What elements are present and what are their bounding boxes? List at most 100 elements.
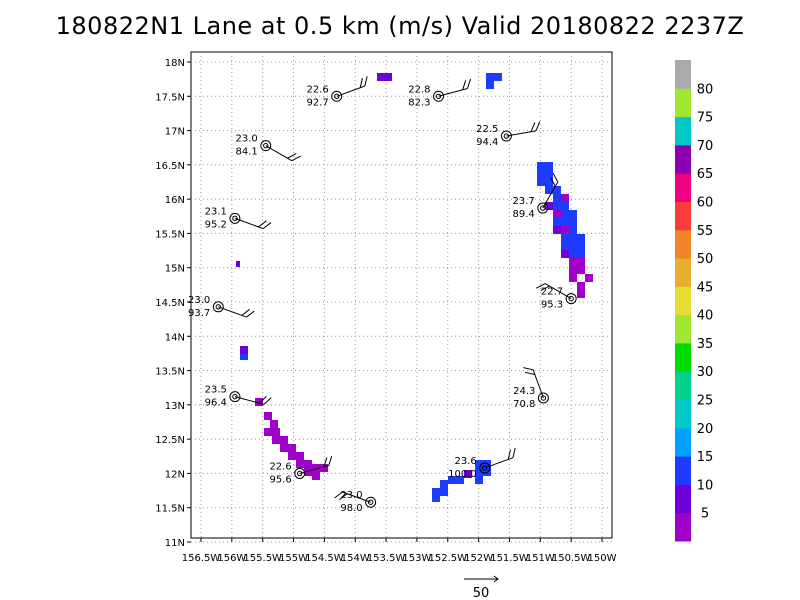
wind-cell [296, 460, 304, 468]
station-temp-label: 22.7 [541, 287, 563, 298]
station-pressure-label: 70.8 [513, 399, 535, 410]
colorbar-label: 45 [697, 280, 714, 295]
lon-tick-label: 150.5W [552, 553, 591, 564]
station-inner-ring [568, 295, 574, 302]
wind-cell [545, 178, 553, 186]
wind-cell [553, 194, 561, 202]
wind-cell [569, 242, 577, 250]
colorbar-swatch [675, 456, 691, 485]
plot-area: 22.6 92.7 22.8 82.3 23.0 84.1 22.5 94.4 23.1 95.2… [155, 51, 617, 564]
wind-cell [545, 162, 553, 170]
lat-tick-label: 15N [165, 264, 185, 275]
wind-cell [432, 488, 440, 496]
lat-tick-label: 13N [165, 401, 185, 412]
station-marker: 23.6 100.0 [448, 447, 516, 480]
wind-barb-feather [291, 155, 301, 162]
wind-cell [545, 202, 553, 210]
wind-barb-feather [535, 121, 541, 132]
station-temp-label: 23.1 [205, 206, 227, 217]
wind-cell [288, 452, 296, 460]
wind-cell [569, 274, 577, 282]
wind-cell [569, 258, 577, 266]
station-temp-label: 23.7 [513, 196, 535, 207]
wind-barb-feather [338, 493, 348, 501]
station-temp-label: 24.3 [513, 386, 535, 397]
colorbar-label: 60 [697, 195, 714, 210]
wind-cell [456, 476, 464, 484]
wind-cell [561, 250, 569, 258]
wind-cell [561, 242, 569, 250]
wind-cell [475, 468, 483, 476]
station-pressure-label: 82.3 [408, 97, 430, 108]
wind-cell [537, 178, 545, 186]
wind-cell [304, 468, 312, 476]
station-pressure-label: 92.7 [306, 97, 328, 108]
wind-cell [296, 452, 304, 460]
colorbar-swatch [675, 314, 691, 344]
wind-cell [272, 436, 280, 444]
station-pressure-label: 100.0 [448, 469, 477, 480]
colorbar-swatch [675, 484, 691, 514]
station-pressure-label: 96.4 [205, 398, 227, 409]
wind-barb-feather [507, 449, 511, 460]
station-outer-ring [229, 212, 241, 224]
station-inner-ring [540, 395, 547, 401]
wind-cell [312, 464, 320, 472]
wind-barb-feather [328, 455, 333, 466]
lat-tick-label: 16.5N [155, 161, 185, 172]
chart-title: 180822N1 Lane at 0.5 km (m/s) Valid 2018… [55, 12, 745, 40]
station-temp-label: 22.6 [269, 461, 291, 472]
station-outer-ring [479, 462, 491, 474]
colorbar-label: 20 [697, 422, 714, 437]
station-outer-ring [433, 90, 445, 102]
colorbar-label: 70 [697, 139, 714, 154]
lat-tick-label: 11N [165, 538, 185, 549]
lat-tick-label: 11.5N [155, 504, 185, 515]
colorbar-label: 10 [697, 478, 714, 493]
wind-cell [486, 81, 494, 89]
lon-tick-label: 153.5W [367, 553, 406, 564]
lat-tick-label: 18N [165, 58, 185, 69]
station-marker: 24.3 70.8 [513, 367, 549, 410]
wind-barb-feather [359, 77, 363, 88]
wind-cell [561, 202, 569, 210]
wind-cell [577, 242, 585, 250]
wind-cell [272, 428, 280, 436]
colorbar-swatch [675, 229, 691, 259]
station-outer-ring [365, 496, 377, 508]
station-pressure-label: 89.4 [513, 209, 535, 220]
wind-cell [270, 420, 278, 428]
wind-cell [553, 202, 561, 210]
wind-cell [569, 226, 577, 234]
station-outer-ring [260, 140, 272, 152]
wind-cell [561, 226, 569, 234]
grid-lines [191, 52, 612, 543]
colorbar-swatch [675, 116, 691, 146]
colorbar-label: 30 [697, 365, 714, 380]
lon-tick-label: 151W [526, 553, 555, 564]
station-marker: 23.0 93.7 [188, 295, 255, 319]
station-temp-label: 23.0 [236, 134, 258, 145]
wind-cell [240, 354, 248, 360]
station-outer-ring [294, 467, 306, 479]
wind-cell [377, 73, 385, 81]
wind-cell [440, 488, 448, 496]
colorbar-label: 35 [697, 337, 714, 352]
station-pressure-label: 95.3 [541, 300, 563, 311]
wind-cell [577, 290, 585, 298]
wind-cell [440, 480, 448, 488]
scale-arrow-head [493, 575, 499, 583]
colorbar-label: 40 [697, 309, 714, 324]
colorbar-swatch [675, 342, 691, 372]
wind-cell [553, 210, 561, 218]
lon-tick-label: 154.5W [305, 553, 344, 564]
colorbar-label: 80 [697, 82, 714, 97]
station-outer-ring [500, 130, 512, 142]
wind-cell [264, 428, 272, 436]
wind-cell [312, 472, 320, 480]
wind-cell [240, 346, 248, 354]
station-inner-ring [540, 205, 546, 211]
lat-tick-label: 17N [165, 127, 185, 138]
wind-barb-feather [467, 78, 472, 89]
wind-cell [561, 218, 569, 226]
